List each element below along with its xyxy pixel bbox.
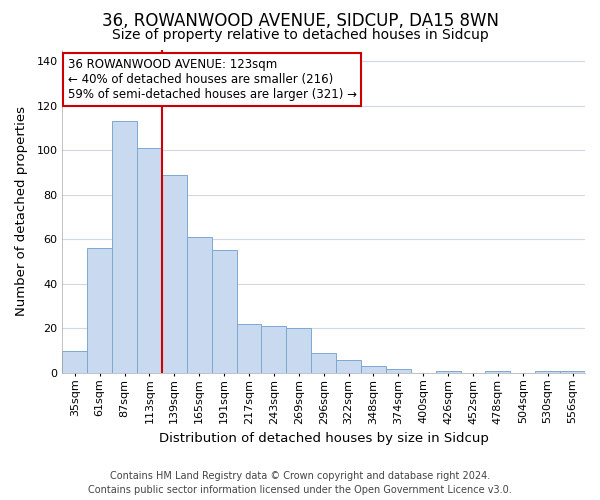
Bar xyxy=(62,350,87,373)
Bar xyxy=(336,360,361,373)
Bar xyxy=(137,148,162,373)
Bar xyxy=(162,174,187,373)
Bar xyxy=(361,366,386,373)
Bar xyxy=(187,237,212,373)
X-axis label: Distribution of detached houses by size in Sidcup: Distribution of detached houses by size … xyxy=(159,432,488,445)
Bar xyxy=(560,371,585,373)
Bar xyxy=(87,248,112,373)
Text: 36, ROWANWOOD AVENUE, SIDCUP, DA15 8WN: 36, ROWANWOOD AVENUE, SIDCUP, DA15 8WN xyxy=(101,12,499,30)
Bar xyxy=(436,371,461,373)
Bar xyxy=(212,250,236,373)
Y-axis label: Number of detached properties: Number of detached properties xyxy=(15,106,28,316)
Bar xyxy=(386,368,411,373)
Bar xyxy=(311,353,336,373)
Bar xyxy=(236,324,262,373)
Text: Size of property relative to detached houses in Sidcup: Size of property relative to detached ho… xyxy=(112,28,488,42)
Bar xyxy=(262,326,286,373)
Bar xyxy=(112,122,137,373)
Bar xyxy=(286,328,311,373)
Text: 36 ROWANWOOD AVENUE: 123sqm
← 40% of detached houses are smaller (216)
59% of se: 36 ROWANWOOD AVENUE: 123sqm ← 40% of det… xyxy=(68,58,356,101)
Bar xyxy=(485,371,511,373)
Text: Contains HM Land Registry data © Crown copyright and database right 2024.
Contai: Contains HM Land Registry data © Crown c… xyxy=(88,471,512,495)
Bar xyxy=(535,371,560,373)
